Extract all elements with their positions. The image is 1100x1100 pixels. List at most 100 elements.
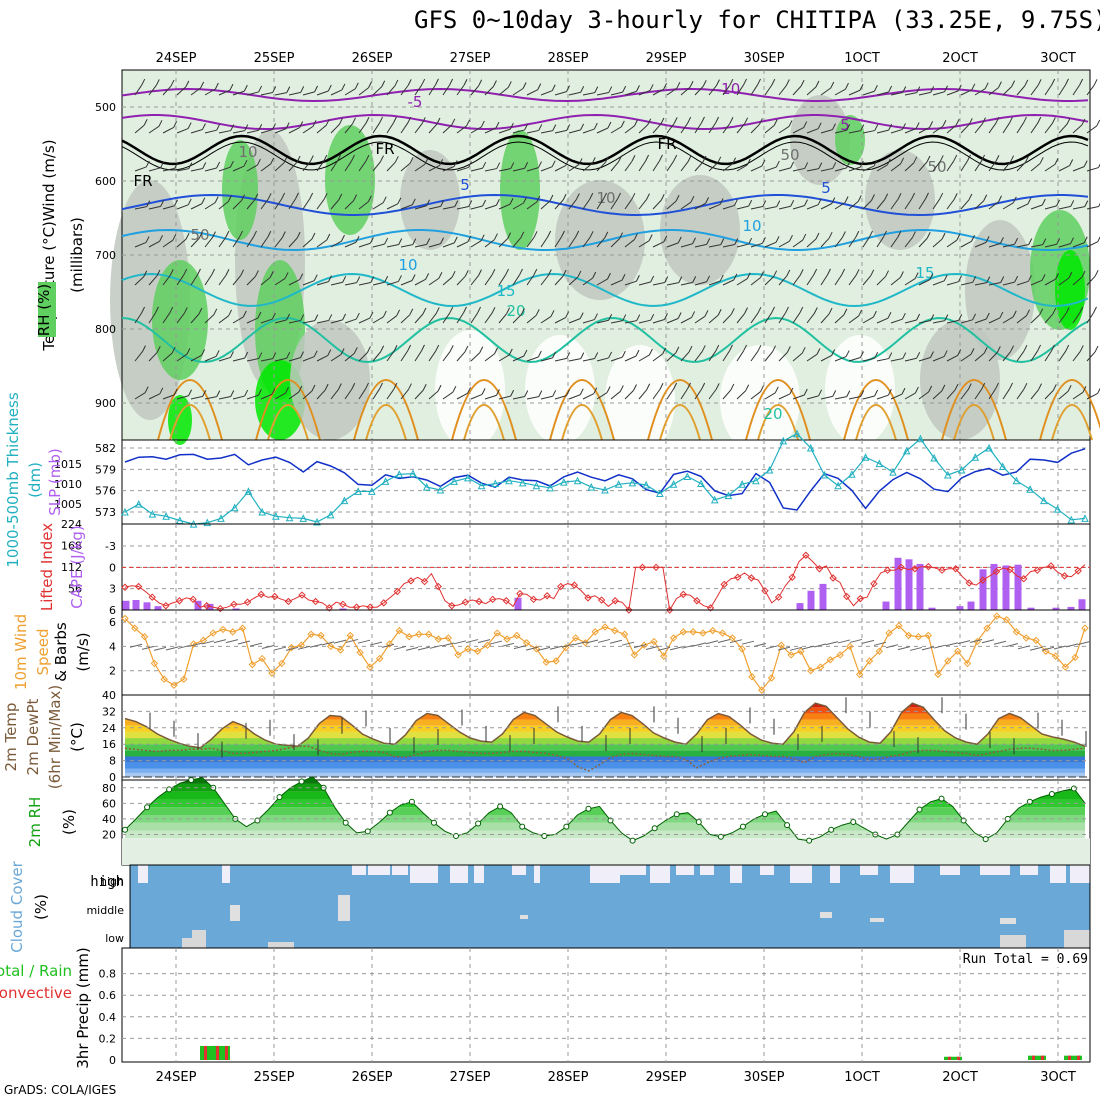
wind-barb [1086,392,1098,400]
lifted-index-point [788,573,796,581]
wind-barb-flag [650,313,655,321]
wind-barb-flag [939,155,944,162]
wind-barb-flag [579,388,584,395]
wind-barb-flag [283,156,288,164]
wind-barb-flag [734,199,738,206]
wind-barb [134,312,142,324]
wind-barb-flag [155,79,160,86]
wind-speed-point [366,663,374,671]
wind-barb-flag [859,160,864,168]
wind-barb [232,90,245,96]
wind-barb [596,278,608,286]
wind-barb-flag [1051,117,1056,124]
wind-barb-flag [144,386,149,393]
wind-barb [1002,86,1012,96]
wind-barb [134,166,147,172]
wind-barb [820,129,833,134]
temp-color-band [125,756,1085,763]
wind-speed-point [356,648,364,657]
wind-barb [232,130,245,134]
wind-barb-flag [887,311,892,319]
wind-barb-flag [145,160,150,168]
wind-barb [1044,243,1057,248]
lifted-index-point [325,604,333,612]
wind-barb [764,312,772,324]
wind-barb-flag [967,383,972,390]
wind-barb [876,358,889,362]
thickness-point [272,512,280,520]
wind-barb [372,161,381,172]
wind-barb [148,167,161,172]
wind-barb-flag [156,346,161,353]
surface-wind-barb [189,642,203,647]
temp-color-band [125,725,1085,732]
wind-barb [288,127,300,134]
low-cloud-bar [192,930,206,948]
wind-barb-flag [758,118,763,125]
wind-barb [834,88,846,96]
wind-speed-point [689,628,697,636]
wind-barb-flag [552,390,557,397]
wind-barb [568,276,579,286]
wind-barb-flag [786,269,791,277]
wind-barb-flag [493,80,497,87]
wind-barb-flag [267,230,272,238]
wind-barb-flag [239,230,243,238]
wind-barb-flag [649,84,654,91]
wind-barb [666,388,675,400]
rh2m-point [519,823,526,830]
wind-barb [260,91,273,96]
high-cloud-bar [860,865,878,875]
wind-barb-flag [258,85,263,93]
wind-barb [442,124,453,134]
isotherm-warm [561,404,603,441]
wind-barb [1030,314,1041,324]
wind-barb [1058,350,1067,362]
wind-barb [960,319,973,324]
wind-barb-flag [715,344,720,352]
wind-barb-flag [407,116,412,124]
lifted-index-point [829,574,837,582]
wind-barb-flag [1066,117,1071,125]
wind-barb [638,319,651,324]
surface-wind-barb [177,644,191,649]
wind-barb [932,125,944,134]
minmax-ylabel: (6hr Min/Max) [46,685,64,789]
wind-barb-flag [846,161,851,169]
wind-barb [190,129,203,134]
dry-blob [525,335,595,445]
wind-barb-flag [355,236,360,243]
wind-barb [246,317,259,324]
wind-barb [694,388,703,400]
wind-barb-flag [591,157,596,164]
wind-barb [946,355,958,362]
precip-tick-label: 0.2 [99,1032,117,1045]
wind-barb-flag [957,84,962,92]
thickness-point [587,482,596,491]
wind-speed-point [522,639,531,647]
wind-barb-flag [813,307,818,314]
wind-barb [330,160,338,172]
wind-barb [652,353,663,362]
wind-barb-flag [580,352,585,359]
wind-barb [708,203,721,210]
wind-barb [568,318,581,324]
rh2m-point [342,819,349,826]
wind-barb-flag [925,192,929,200]
wind-barb-flag [999,311,1004,319]
wind-barb-flag [216,161,221,169]
wind-barb-flag [454,200,459,207]
wind-barb [330,89,343,96]
wind-barb [1044,163,1056,172]
precip-convective-bar [948,1056,951,1060]
wind-barb [820,274,828,286]
wind-barb [638,354,650,362]
wind-speed-point [1061,663,1070,671]
lifted-index-point [420,577,429,586]
wind-barb-flag [338,118,343,125]
wind-barb [792,167,805,172]
cape-bar [796,603,804,610]
wind-barb [638,240,650,248]
wind-barb [1030,389,1039,400]
wind-barb [344,282,357,286]
